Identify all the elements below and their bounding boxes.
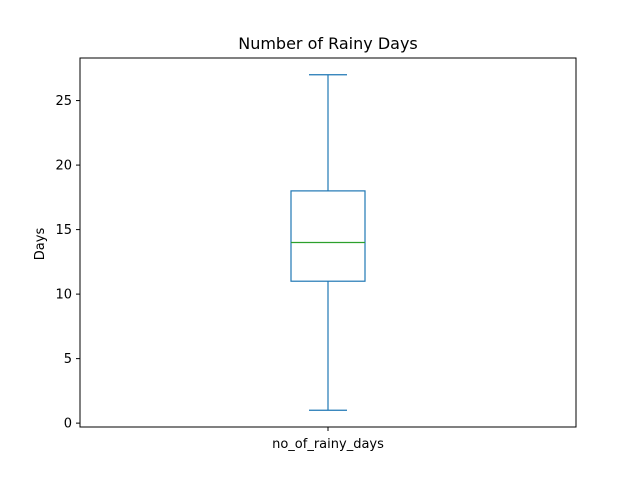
x-axis-ticks: no_of_rainy_days [272, 427, 384, 452]
y-tick-label: 25 [55, 94, 72, 109]
y-tick-label: 15 [55, 223, 72, 238]
y-axis-ticks: 0 5 10 15 20 25 [55, 94, 80, 432]
y-tick-label: 5 [64, 352, 72, 367]
chart-title: Number of Rainy Days [238, 34, 418, 53]
y-tick-label: 0 [64, 417, 72, 432]
plot-frame [79, 57, 577, 428]
y-tick-label: 20 [55, 159, 72, 174]
y-tick-label: 10 [55, 288, 72, 303]
x-tick-label: no_of_rainy_days [272, 437, 384, 452]
interquartile-box [290, 190, 366, 282]
y-axis-label: Days [33, 228, 48, 261]
box-plot-marks [290, 74, 366, 411]
